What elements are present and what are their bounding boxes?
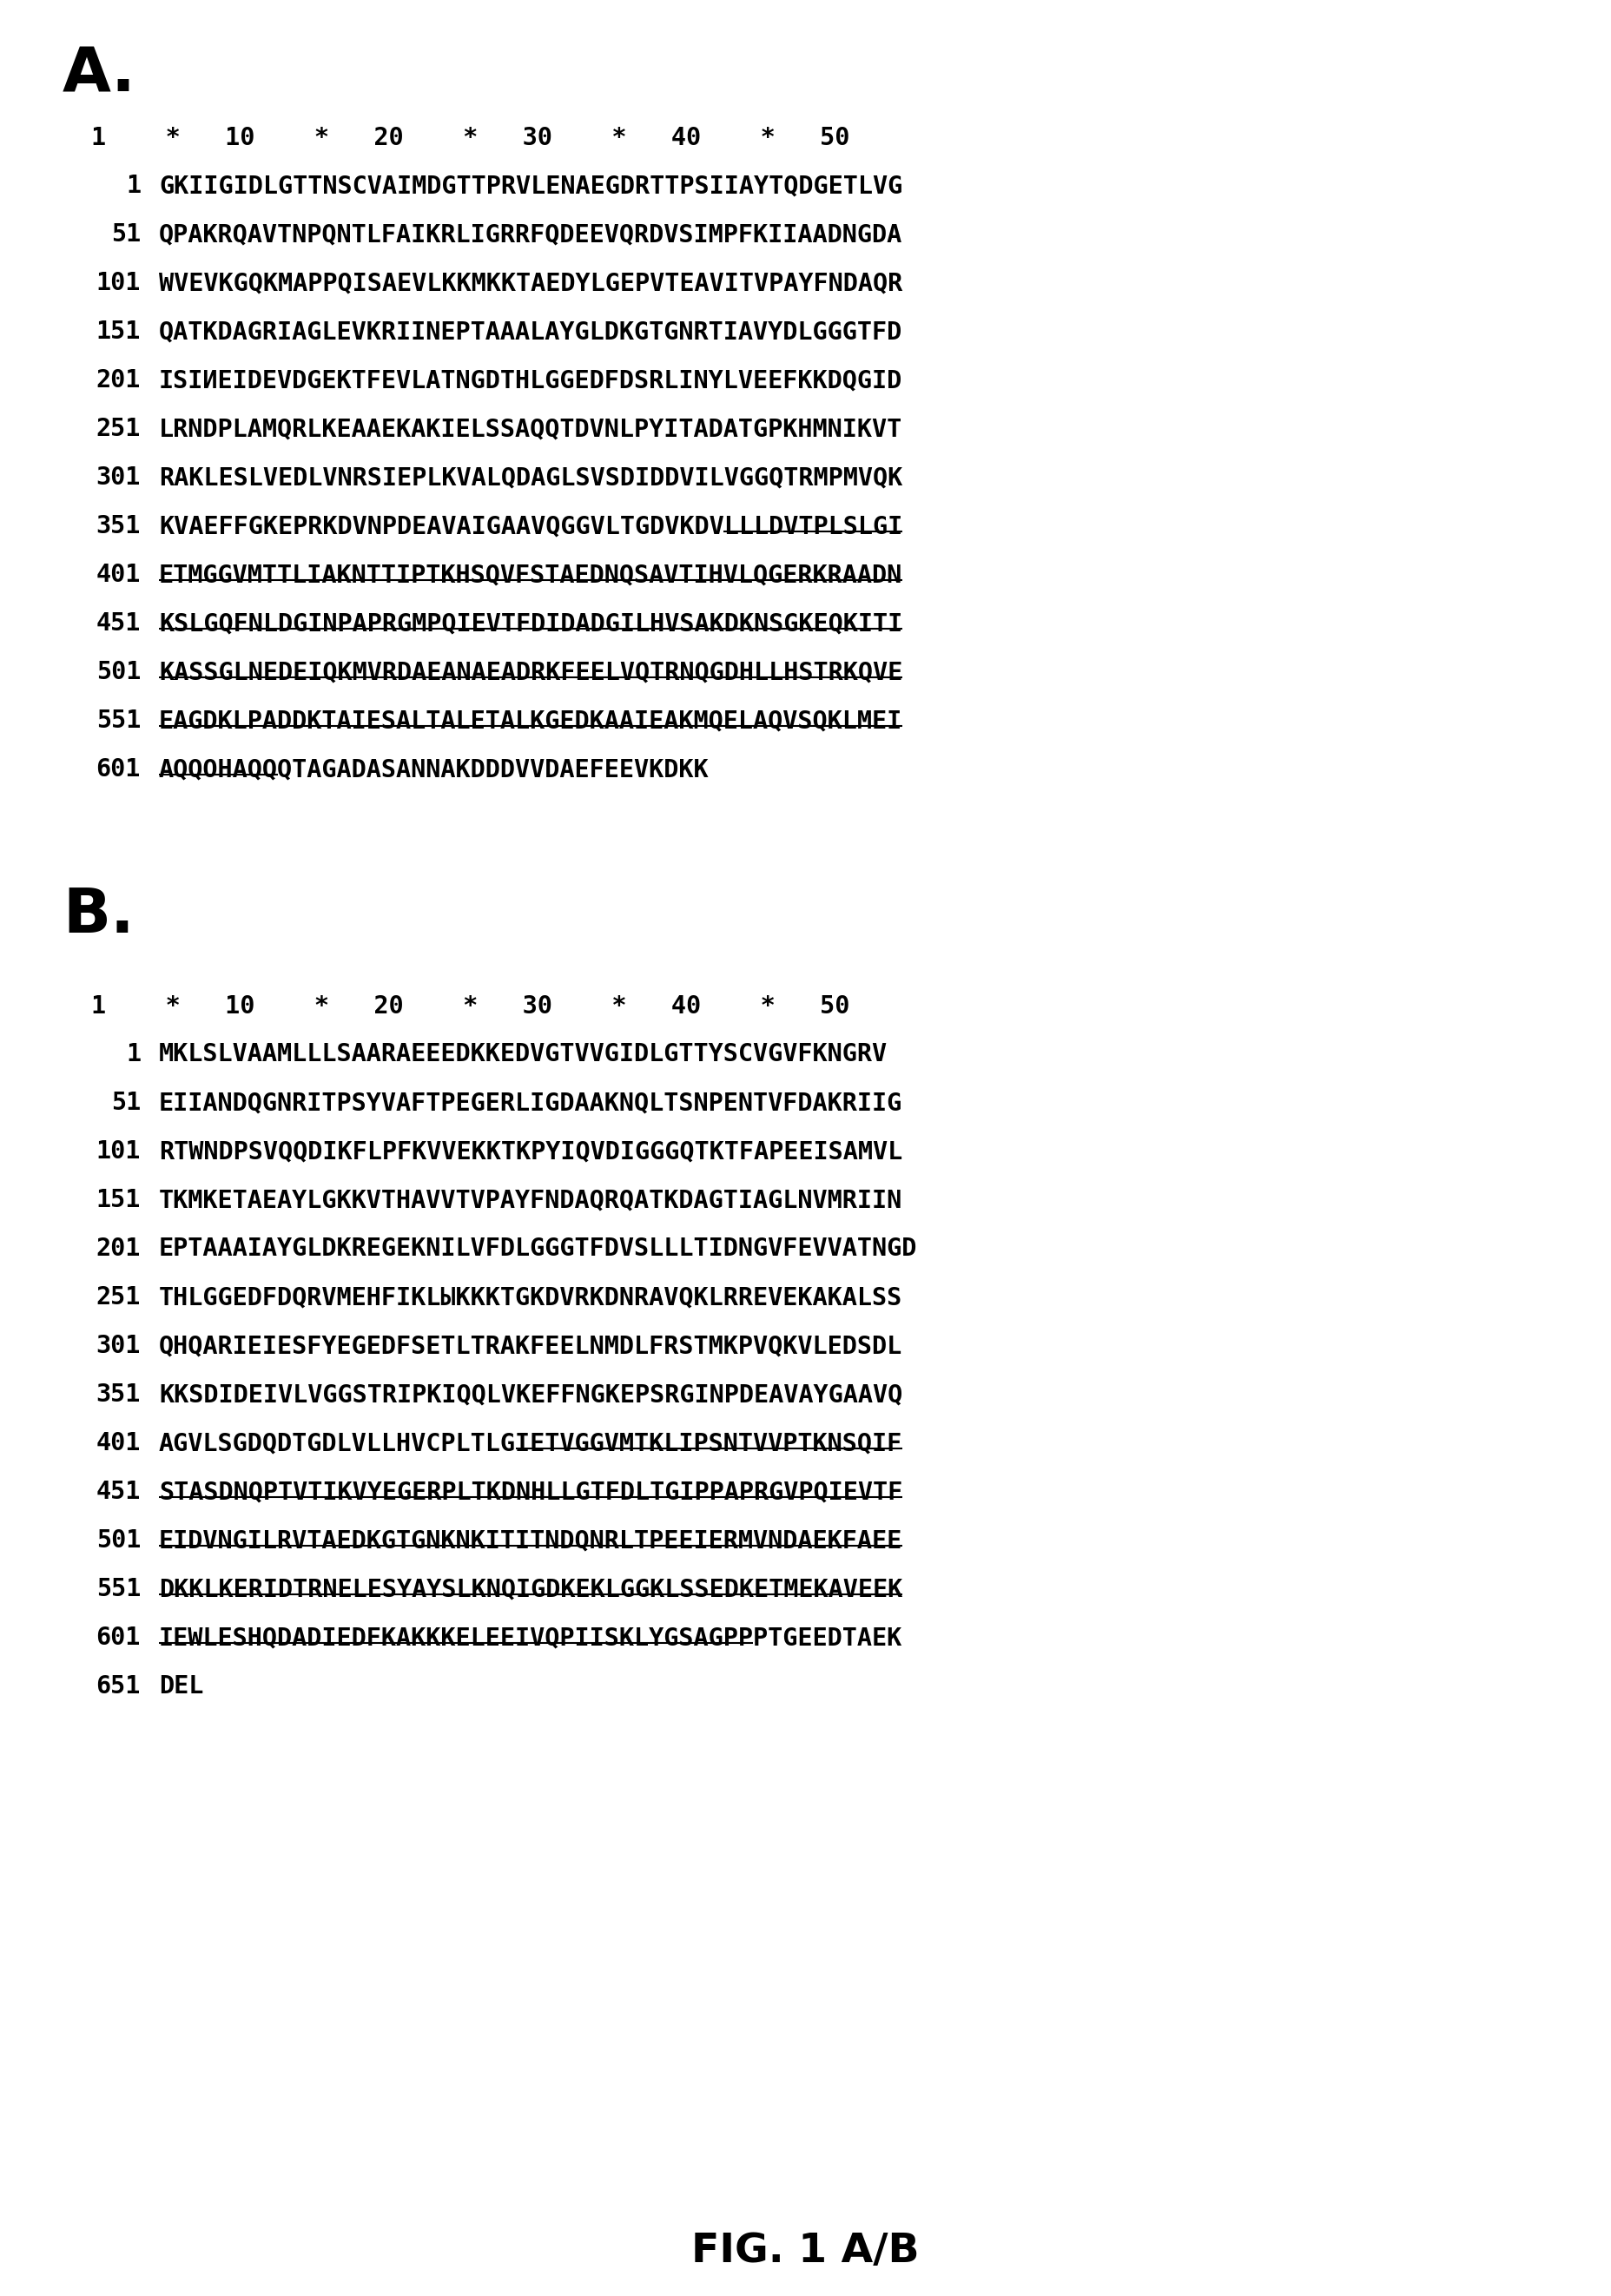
Text: 101: 101 xyxy=(97,271,140,296)
Text: 201: 201 xyxy=(97,367,140,393)
Text: IEWLESHQDADIEDFKAKKKELEEIVQPIISKLYGSAGPPPTGEEDTAEK: IEWLESHQDADIEDFKAKKKELEEIVQPIISKLYGSAGPP… xyxy=(159,1626,902,1651)
Text: 251: 251 xyxy=(97,418,140,441)
Text: DEL: DEL xyxy=(159,1674,203,1699)
Text: 301: 301 xyxy=(97,1334,140,1359)
Text: MKLSLVAAMLLLSAARAEEEDKKEDVGTVVGIDLGTTYSCVGVFKNGRV: MKLSLVAAMLLLSAARAEEEDKKEDVGTVVGIDLGTTYSC… xyxy=(159,1042,888,1065)
Text: ETMGGVMTTLIAKNTTIPTKHSQVFSTAEDNQSAVTIHVLQGERKRAADN: ETMGGVMTTLIAKNTTIPTKHSQVFSTAEDNQSAVTIHVL… xyxy=(159,563,902,588)
Text: THLGGEDFDQRVMEHFIKLЫKKKТGKDVRKDNRAVQKLRREVEKAKALSS: THLGGEDFDQRVMEHFIKLЫKKKТGKDVRKDNRAVQKLRR… xyxy=(159,1286,902,1309)
Text: 551: 551 xyxy=(97,709,140,732)
Text: KSLGQFNLDGINPAPRGMPQIEVTFDIDADGILHVSAKDKNSGKEQKITI: KSLGQFNLDGINPAPRGMPQIEVTFDIDADGILHVSAKDK… xyxy=(159,611,902,636)
Text: 151: 151 xyxy=(97,1187,140,1212)
Text: QHQARIEIESFYEGEDFSETLTRAKFEELNMDLFRSTMKPVQKVLEDSDL: QHQARIEIESFYEGEDFSETLTRAKFEELNMDLFRSTMKP… xyxy=(159,1334,902,1359)
Text: KVAEFFGKEPRKDVNPDEAVAIGAAVQGGVLTGDVKDVLLLDVTPLSLGI: KVAEFFGKEPRKDVNPDEAVAIGAAVQGGVLTGDVKDVLL… xyxy=(159,514,902,537)
Text: AQQOHAQQQTAGADASANNAKDDDVVDAEFEEVKDKK: AQQOHAQQQTAGADASANNAKDDDVVDAEFEEVKDKK xyxy=(159,758,709,781)
Text: KASSGLNEDEIQKMVRDAEANAEADRKFEELVQTRNQGDHLLHSTRKQVE: KASSGLNEDEIQKMVRDAEANAEADRKFEELVQTRNQGDH… xyxy=(159,659,902,684)
Text: 101: 101 xyxy=(97,1139,140,1164)
Text: FIG. 1 A/B: FIG. 1 A/B xyxy=(691,2232,920,2271)
Text: 451: 451 xyxy=(97,611,140,636)
Text: 251: 251 xyxy=(97,1286,140,1309)
Text: DKKLKERIDTRNELESYAYSLKNQIGDKEKLGGKLSSEDKETMEKAVEEK: DKKLKERIDTRNELESYAYSLKNQIGDKEKLGGKLSSEDK… xyxy=(159,1577,902,1600)
Text: 401: 401 xyxy=(97,563,140,588)
Text: B.: B. xyxy=(63,886,134,946)
Text: RAKLESLVEDLVNRSIEPLKVALQDAGLSVSDIDDVILVGGQTRMPMVQK: RAKLESLVEDLVNRSIEPLKVALQDAGLSVSDIDDVILVG… xyxy=(159,466,902,489)
Text: A.: A. xyxy=(63,46,137,106)
Text: 301: 301 xyxy=(97,466,140,489)
Text: 501: 501 xyxy=(97,659,140,684)
Text: 51: 51 xyxy=(111,223,140,246)
Text: WVEVKGQKMAPPQISAEVLKKMKKTAEDYLGEPVTEAVITVPAYFNDAQR: WVEVKGQKMAPPQISAEVLKKMKKTAEDYLGEPVTEAVIT… xyxy=(159,271,902,296)
Text: EIIANDQGNRITPSYVAFTPEGERLIGDAAKNQLTSNPENTVFDAKRIIG: EIIANDQGNRITPSYVAFTPEGERLIGDAAKNQLTSNPEN… xyxy=(159,1091,902,1116)
Text: KKSDIDEIVLVGGSTRIPKIQQLVKEFFNGKEPSRGINPDEAVAYGAAVQ: KKSDIDEIVLVGGSTRIPKIQQLVKEFFNGKEPSRGINPD… xyxy=(159,1382,902,1407)
Text: QPAKRQAVTNPQNTLFAIKRLIGRRFQDEEVQRDVSIMPFKIIAADNGDA: QPAKRQAVTNPQNTLFAIKRLIGRRFQDEEVQRDVSIMPF… xyxy=(159,223,902,246)
Text: 401: 401 xyxy=(97,1430,140,1456)
Text: 351: 351 xyxy=(97,1382,140,1407)
Text: 1: 1 xyxy=(126,174,140,197)
Text: 501: 501 xyxy=(97,1529,140,1552)
Text: GKIIGIDLGTTNSCVAIMDGTTPRVLENAEGDRTTPSIIAYТQDGETLVG: GKIIGIDLGTTNSCVAIMDGTTPRVLENAEGDRTTPSIIA… xyxy=(159,174,902,197)
Text: 651: 651 xyxy=(97,1674,140,1699)
Text: 1    *   10    *   20    *   30    *   40    *   50: 1 * 10 * 20 * 30 * 40 * 50 xyxy=(92,994,849,1019)
Text: EPTAAAIАYGLDKREGEKNILVFDLGGGTFDVSLLLTIDNGVFEVVATNGD: EPTAAAIАYGLDKREGEKNILVFDLGGGTFDVSLLLTIDN… xyxy=(159,1238,917,1261)
Text: 51: 51 xyxy=(111,1091,140,1116)
Text: LRNDPLAMQRLKEAAEKAKIELSSAQQTDVNLPYITADATGPKHMNIKVT: LRNDPLAMQRLKEAAEKAKIELSSAQQTDVNLPYITADAT… xyxy=(159,418,902,441)
Text: 451: 451 xyxy=(97,1479,140,1504)
Text: 601: 601 xyxy=(97,1626,140,1651)
Text: 551: 551 xyxy=(97,1577,140,1600)
Text: 351: 351 xyxy=(97,514,140,537)
Text: TKMKETAEAYLGKKVTHAVVTVPAYFNDAQRQATKDAGTIAGLNVMRIIN: TKMKETAEAYLGKKVTHAVVTVPAYFNDAQRQATKDAGTI… xyxy=(159,1187,902,1212)
Text: EAGDKLPADDKTAIESALTALETALKGEDKAAIEAKMQELAQVSQKLMEI: EAGDKLPADDKTAIESALTALETALKGEDKAAIEAKMQEL… xyxy=(159,709,902,732)
Text: RTWNDPSVQQDIKFLPFKVVEKKTKPYIQVDIGGGQTKTFAPEEISAMVL: RTWNDPSVQQDIKFLPFKVVEKKTKPYIQVDIGGGQTKTF… xyxy=(159,1139,902,1164)
Text: 151: 151 xyxy=(97,319,140,344)
Text: 1    *   10    *   20    *   30    *   40    *   50: 1 * 10 * 20 * 30 * 40 * 50 xyxy=(92,126,849,149)
Text: AGVLSGDQDTGDLVLLHVCPLTLGIETVGGVMTKLIPSNTVVPTKNSQIF: AGVLSGDQDTGDLVLLHVCPLTLGIETVGGVMTKLIPSNT… xyxy=(159,1430,902,1456)
Text: STASDNQPTVTIKVYEGERPLTKDNHLLGTFDLTGIPPAPRGVPQIEVTF: STASDNQPTVTIKVYEGERPLTKDNHLLGTFDLTGIPPAP… xyxy=(159,1479,902,1504)
Text: 201: 201 xyxy=(97,1238,140,1261)
Text: ISIИEIDEVDGEKTFEVLATNGDTHLGGEDFDSRLINYLVEEFKKDQGID: ISIИEIDEVDGEKTFEVLATNGDTHLGGEDFDSRLINYLV… xyxy=(159,367,902,393)
Text: 601: 601 xyxy=(97,758,140,781)
Text: 1: 1 xyxy=(126,1042,140,1065)
Text: QATKDAGRIAGLEVKRIINEPTAAALAYGLDKGTGNRTIAVYDLGGGTFD: QATKDAGRIAGLEVKRIINEPTAAALAYGLDKGTGNRTIA… xyxy=(159,319,902,344)
Text: EIDVNGILRVTAEDKGTGNKNKITITNDQNRLTPEEIERMVNDAEKFAEE: EIDVNGILRVTAEDKGTGNKNKITITNDQNRLTPEEIERM… xyxy=(159,1529,902,1552)
